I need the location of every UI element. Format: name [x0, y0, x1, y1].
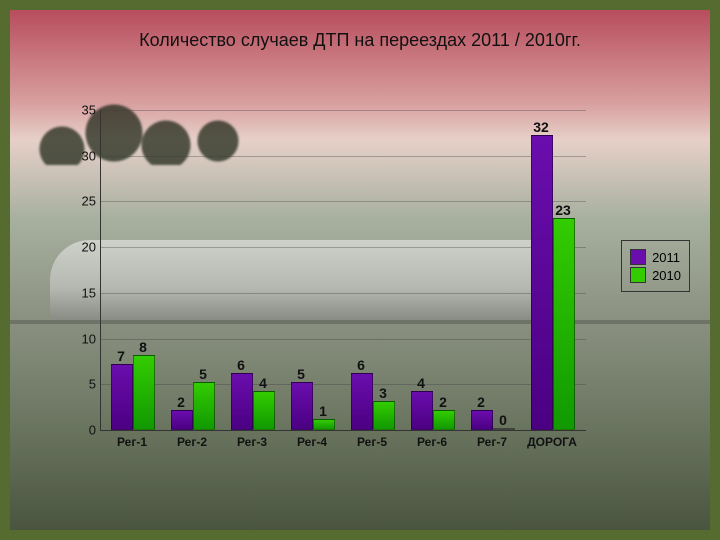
x-tick-label: Рег-5 — [357, 435, 387, 449]
y-tick-label: 15 — [66, 285, 96, 300]
bar — [231, 373, 253, 430]
x-tick-label: Рег-1 — [117, 435, 147, 449]
y-tick-label: 35 — [66, 103, 96, 118]
bar-value-label: 2 — [439, 394, 447, 410]
legend-item: 2011 — [630, 249, 681, 265]
bar-value-label: 7 — [117, 348, 125, 364]
bar-value-label: 0 — [499, 412, 507, 428]
grid-line — [101, 156, 586, 157]
bar-value-label: 3 — [379, 385, 387, 401]
x-tick-label: Рег-7 — [477, 435, 507, 449]
bar-value-label: 8 — [139, 339, 147, 355]
bar — [313, 419, 335, 430]
chart-area: 0510152025303578Рег-125Рег-264Рег-351Рег… — [65, 110, 585, 460]
bar — [553, 218, 575, 430]
bar — [531, 135, 553, 430]
bar — [111, 364, 133, 430]
grid-line — [101, 384, 586, 385]
bar-value-label: 6 — [237, 357, 245, 373]
grid-line — [101, 110, 586, 111]
bar-value-label: 5 — [297, 366, 305, 382]
bar-value-label: 6 — [357, 357, 365, 373]
x-tick-label: Рег-6 — [417, 435, 447, 449]
bar — [433, 410, 455, 430]
y-tick-label: 10 — [66, 331, 96, 346]
bar-value-label: 4 — [259, 375, 267, 391]
legend-swatch-2011 — [630, 249, 646, 265]
y-tick-label: 30 — [66, 148, 96, 163]
grid-line — [101, 201, 586, 202]
bar — [253, 391, 275, 430]
legend-label: 2010 — [652, 268, 681, 283]
y-tick-label: 20 — [66, 240, 96, 255]
y-tick-label: 0 — [66, 423, 96, 438]
x-tick-label: Рег-2 — [177, 435, 207, 449]
bar-value-label: 23 — [555, 202, 571, 218]
bar-value-label: 4 — [417, 375, 425, 391]
legend-swatch-2010 — [630, 267, 646, 283]
y-tick-label: 5 — [66, 377, 96, 392]
plot-region: 0510152025303578Рег-125Рег-264Рег-351Рег… — [100, 110, 586, 431]
grid-line — [101, 293, 586, 294]
bar-value-label: 2 — [177, 394, 185, 410]
bar — [351, 373, 373, 430]
bar — [411, 391, 433, 430]
legend: 2011 2010 — [621, 240, 690, 292]
bar-value-label: 5 — [199, 366, 207, 382]
bar — [493, 428, 515, 430]
bar — [373, 401, 395, 430]
bar — [471, 410, 493, 430]
bar — [133, 355, 155, 430]
x-tick-label: ДОРОГА — [527, 435, 577, 449]
bar-value-label: 32 — [533, 119, 549, 135]
bar — [291, 382, 313, 430]
bar-value-label: 1 — [319, 403, 327, 419]
chart-title: Количество случаев ДТП на переездах 2011… — [10, 30, 710, 51]
legend-label: 2011 — [652, 250, 680, 265]
slide: Количество случаев ДТП на переездах 2011… — [0, 0, 720, 540]
x-tick-label: Рег-3 — [237, 435, 267, 449]
y-tick-label: 25 — [66, 194, 96, 209]
grid-line — [101, 247, 586, 248]
legend-item: 2010 — [630, 267, 681, 283]
bar — [193, 382, 215, 430]
grid-line — [101, 339, 586, 340]
bar — [171, 410, 193, 430]
x-tick-label: Рег-4 — [297, 435, 327, 449]
bar-value-label: 2 — [477, 394, 485, 410]
